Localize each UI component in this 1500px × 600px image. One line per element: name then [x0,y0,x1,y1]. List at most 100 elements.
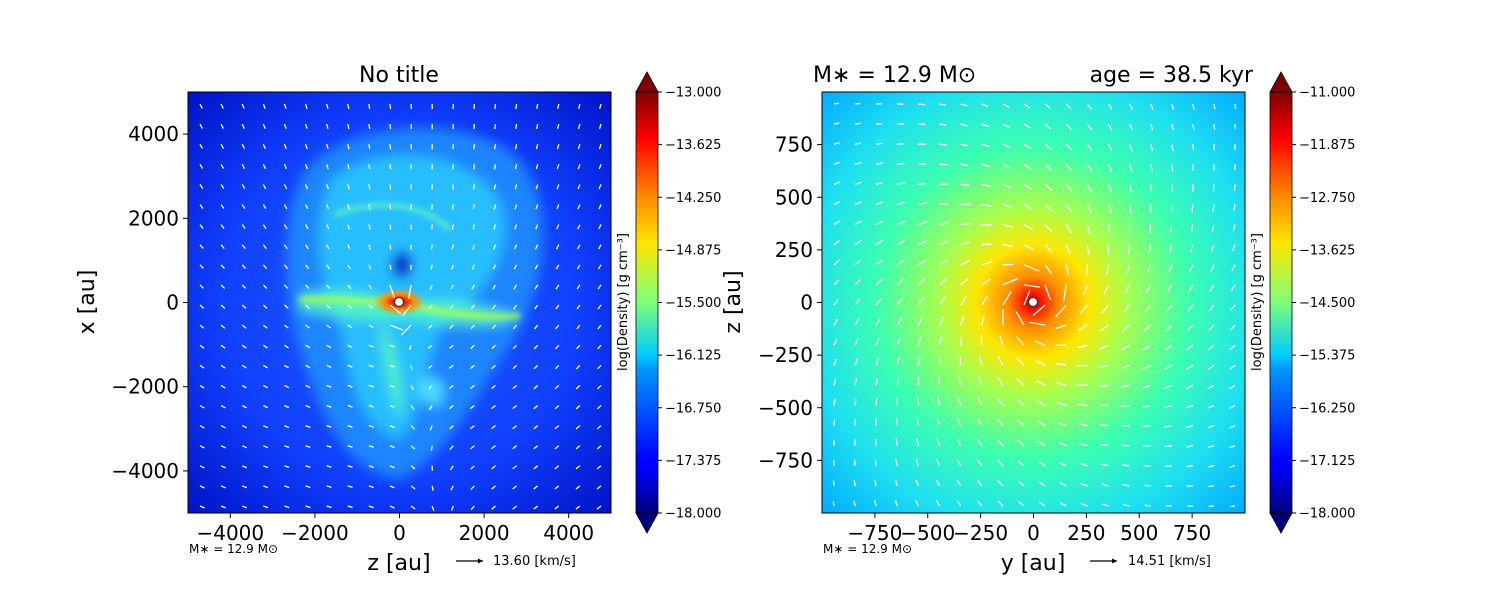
velocity-arrow [326,284,331,290]
velocity-arrow [1229,424,1236,429]
velocity-arrow [389,344,395,348]
velocity-arrow [512,485,517,490]
velocity-arrow [1086,143,1093,152]
velocity-arrow [304,123,308,130]
velocity-arrow [875,220,884,226]
x-tick-label: −4000 [196,521,264,545]
velocity-arrow [491,445,496,450]
y-tick-label: −250 [758,343,813,367]
velocity-arrow [284,324,289,329]
velocity-arrow [326,404,332,408]
velocity-arrow [1120,384,1130,388]
velocity-arrow [895,418,898,426]
velocity-arrow [512,364,518,370]
velocity-arrows-2 [832,102,1237,508]
panel-2: −750−500−250 0 250 500 750 −750−500−25002505… [721,63,1355,576]
velocity-arrow [305,264,310,270]
velocity-arrow [326,204,330,210]
velocity-arrow [448,384,454,390]
velocity-arrow [470,485,475,490]
velocity-arrow [854,378,858,386]
velocity-arrow [1207,445,1215,448]
velocity-arrow [514,184,518,190]
velocity-arrow [470,324,475,330]
velocity-arrow [1171,103,1175,110]
velocity-arrow [875,357,879,366]
velocity-arrow [262,264,268,270]
velocity-arrow [492,244,497,250]
velocity-arrow [1023,284,1040,288]
velocity-arrow [326,144,329,150]
velocity-arrow [918,240,927,246]
velocity-arrow [1077,324,1088,331]
velocity-arrow [241,465,248,469]
velocity-arrow [262,244,267,250]
velocity-arrow [1099,384,1109,387]
velocity-arrow [997,500,1004,507]
velocity-arrow [326,465,332,468]
velocity-arrow [853,500,856,507]
velocity-arrow [389,184,392,190]
colorbar-tick-label: −14.875 [665,243,721,258]
velocity-arrow [1065,103,1072,110]
velocity-arrow [241,184,246,190]
velocity-arrow [304,204,309,210]
velocity-arrow [199,445,205,449]
velocity-arrow [283,103,287,109]
velocity-arrow [368,103,371,110]
velocity-arrow [894,479,898,487]
velocity-arrow [410,405,415,410]
velocity-arrow [262,103,266,109]
velocity-arrow [854,338,859,346]
velocity-arrow [1167,264,1173,273]
velocity-arrow [429,425,433,431]
velocity-arrow [557,103,560,110]
velocity-arrow [1142,424,1151,428]
velocity-arrow [262,384,269,389]
velocity-arrow [220,284,226,289]
velocity-arrow [1107,204,1112,214]
velocity-arrow [556,123,560,130]
velocity-arrow [368,445,374,448]
colorbar-tick-label: −18.000 [1299,507,1355,522]
velocity-arrow [389,103,392,110]
velocity-arrow [199,284,204,289]
velocity-arrow [428,384,433,390]
velocity-arrow [514,224,518,230]
y-tick-label: −4000 [111,459,179,483]
velocity-arrow [199,324,205,329]
velocity-arrow [472,184,476,190]
velocity-arrow [1230,284,1236,292]
velocity-arrow [981,203,991,207]
velocity-arrow [1029,321,1046,326]
velocity-arrow [1002,123,1010,129]
velocity-arrow [1023,103,1031,109]
velocity-arrow [854,201,862,206]
velocity-arrow [1124,284,1131,294]
velocity-arrow [326,384,332,388]
velocity-arrow [939,259,948,266]
velocity-arrow [876,181,884,186]
velocity-arrow [533,364,539,370]
velocity-arrow [1077,344,1088,349]
quiver-key-label-2: 14.51 [km/s] [1128,554,1211,569]
velocity-arrow [1107,143,1113,152]
velocity-arrow [918,259,927,266]
velocity-arrow [1065,224,1072,234]
velocity-arrow [389,204,392,210]
velocity-arrow [389,445,395,449]
velocity-arrow [283,123,287,130]
velocity-arrow [959,355,962,366]
velocity-arrow [389,324,404,331]
velocity-arrow [241,344,247,349]
velocity-arrow [896,259,905,266]
velocity-arrow [981,143,990,148]
velocity-arrow [555,264,560,270]
velocity-arrow [1186,445,1193,448]
velocity-arrow [347,204,350,210]
velocity-arrow [939,103,947,106]
velocity-arrow [554,384,560,390]
velocity-arrow [875,259,883,266]
velocity-arrow [997,480,1004,487]
velocity-arrow [597,264,602,270]
